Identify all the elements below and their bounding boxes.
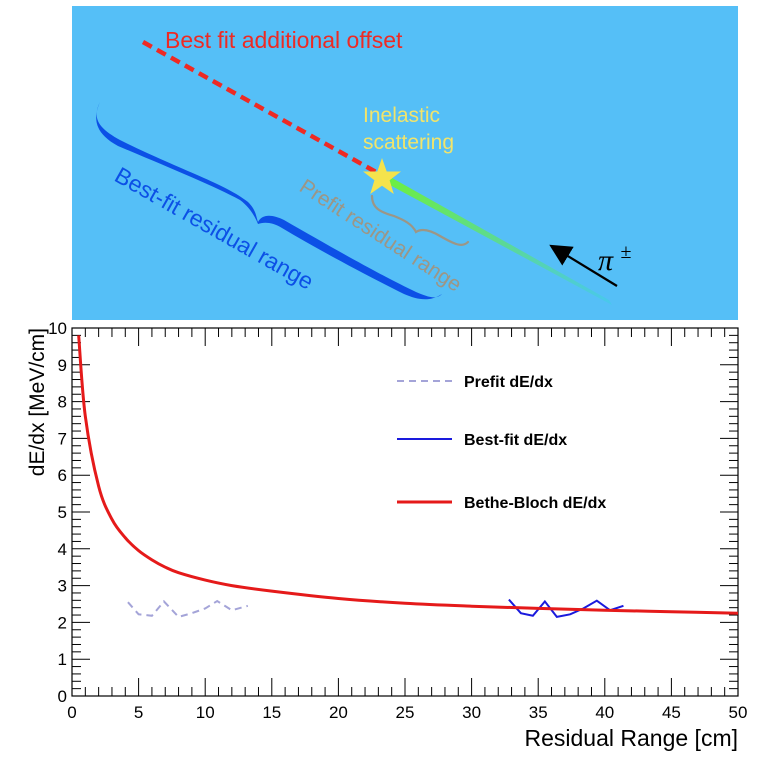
legend-label-bethe-bloch-de-dx: Bethe-Bloch dE/dx bbox=[464, 495, 606, 512]
series-layer bbox=[77, 335, 739, 619]
y-tick-label: 9 bbox=[58, 356, 67, 375]
diagram-background bbox=[72, 6, 738, 320]
inelastic-label-line2: scattering bbox=[363, 131, 454, 154]
offset-label: Best fit additional offset bbox=[165, 27, 403, 53]
prefit-range-brace bbox=[370, 194, 470, 246]
y-tick-label: 0 bbox=[58, 687, 67, 706]
y-tick-label: 6 bbox=[58, 466, 67, 485]
x-tick-label: 40 bbox=[595, 703, 614, 722]
legend-label-prefit-de-dx: Prefit dE/dx bbox=[464, 374, 553, 391]
y-tick-label: 1 bbox=[58, 650, 67, 669]
x-tick-label: 5 bbox=[134, 703, 143, 722]
pion-symbol: π bbox=[598, 244, 614, 277]
y-tick-label: 3 bbox=[58, 577, 67, 596]
y-tick-label: 5 bbox=[58, 503, 67, 522]
y-tick-label: 4 bbox=[58, 540, 67, 559]
x-tick-label: 25 bbox=[396, 703, 415, 722]
y-tick-label: 2 bbox=[58, 613, 67, 632]
series-line-prefit-de-dx bbox=[127, 599, 249, 619]
x-tick-label: 0 bbox=[67, 703, 76, 722]
x-tick-label: 20 bbox=[329, 703, 348, 722]
inelastic-label-line1: Inelastic bbox=[363, 104, 440, 127]
offset-dashed-line bbox=[141, 40, 378, 174]
x-tick-label: 50 bbox=[729, 703, 748, 722]
y-tick-label: 8 bbox=[58, 393, 67, 412]
y-tick-label: 10 bbox=[48, 319, 67, 338]
x-tick-label: 45 bbox=[662, 703, 681, 722]
pion-track bbox=[378, 170, 612, 305]
x-tick-label: 15 bbox=[262, 703, 281, 722]
series-line-best-fit-de-dx bbox=[508, 598, 624, 618]
y-tick-label: 7 bbox=[58, 429, 67, 448]
legend-label-best-fit-de-dx: Best-fit dE/dx bbox=[464, 432, 567, 449]
y-axis-label: dE/dx [MeV/cm] bbox=[26, 328, 49, 476]
series-line-bethe-bloch-de-dx bbox=[77, 335, 739, 615]
track-diagram: Best fit additional offset Inelastic sca… bbox=[72, 6, 738, 320]
pion-label: π ± bbox=[598, 241, 632, 277]
scattering-star-icon bbox=[363, 158, 401, 194]
x-axis-label: Residual Range [cm] bbox=[525, 725, 739, 751]
x-tick-label: 10 bbox=[196, 703, 215, 722]
x-tick-label: 30 bbox=[462, 703, 481, 722]
x-tick-label: 35 bbox=[529, 703, 548, 722]
axis-ticks bbox=[71, 327, 739, 697]
legend: Prefit dE/dx Best-fit dE/dx Bethe-Bloch dE… bbox=[397, 374, 606, 512]
pion-charge: ± bbox=[621, 241, 632, 263]
pion-direction-arrow-icon bbox=[549, 244, 618, 287]
plot-frame bbox=[71, 327, 739, 697]
